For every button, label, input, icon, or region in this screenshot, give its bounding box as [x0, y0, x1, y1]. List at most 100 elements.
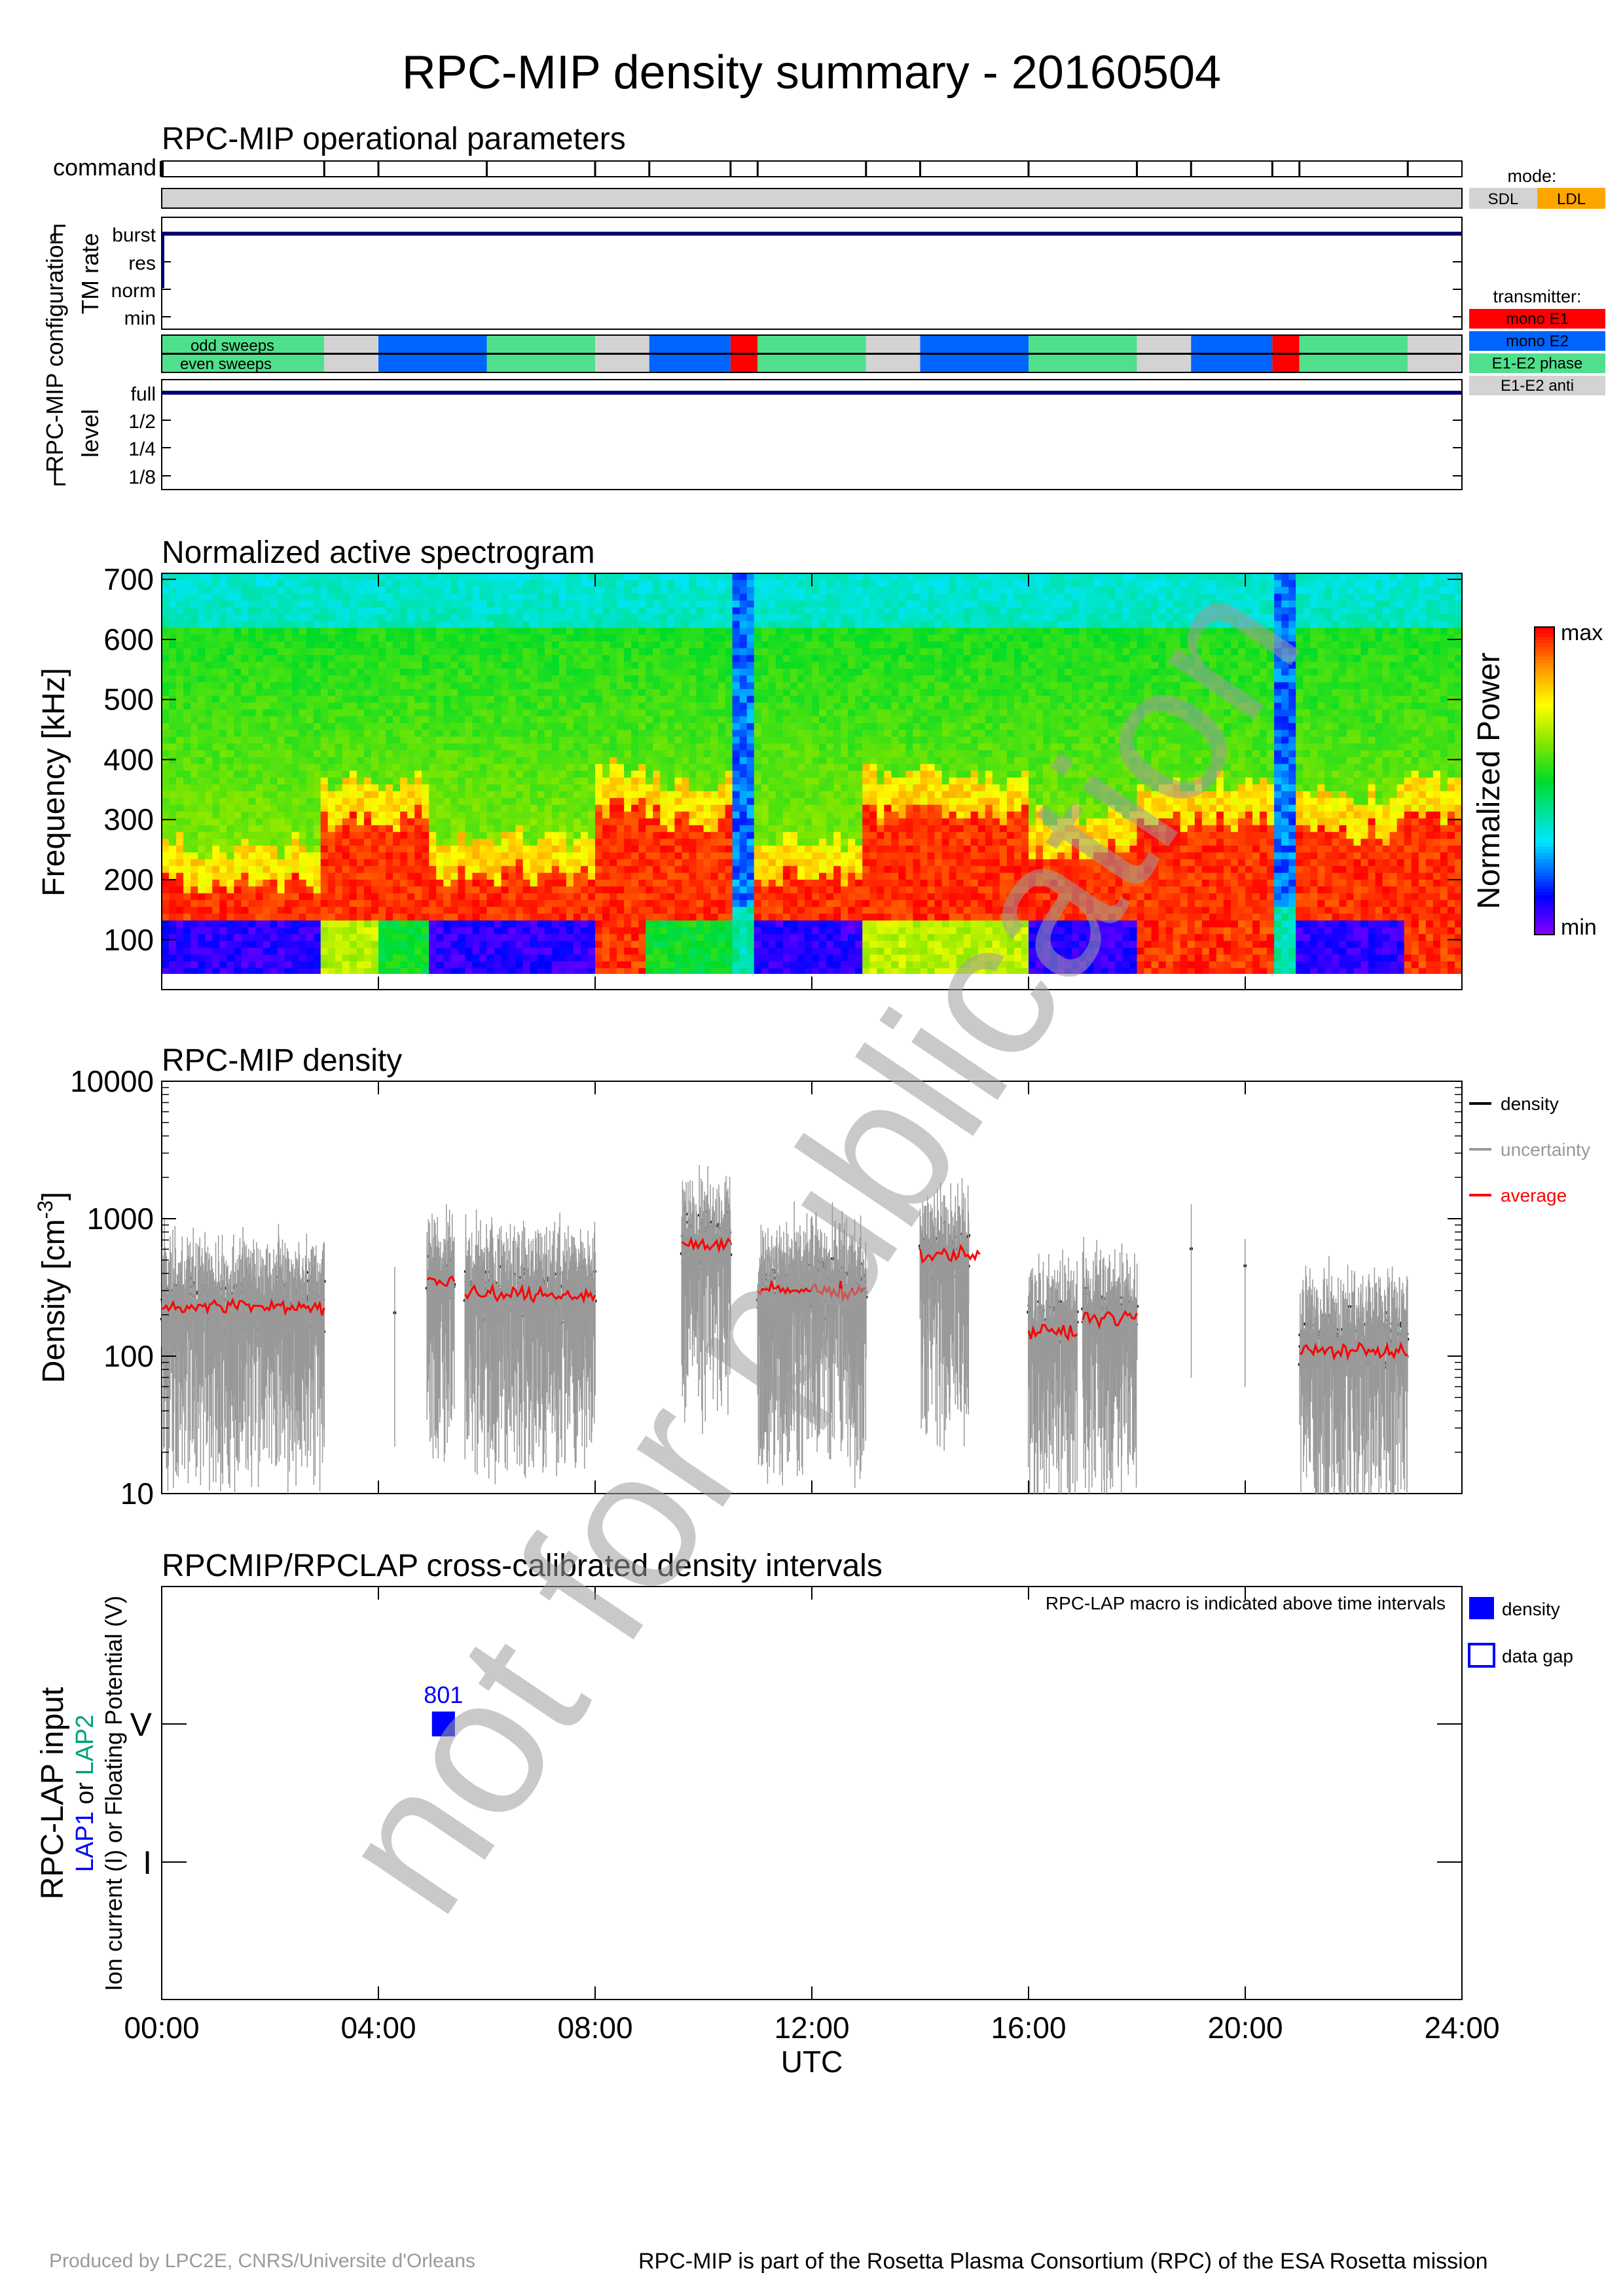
spectrogram-cell	[587, 846, 596, 853]
spectrogram-cell	[725, 648, 733, 656]
spectrogram-cell	[624, 784, 632, 792]
spectrogram-cell	[241, 954, 249, 962]
spectrogram-cell	[255, 716, 264, 724]
spectrogram-cell	[443, 655, 452, 662]
spectrogram-cell	[219, 662, 228, 670]
spectrogram-cell	[270, 906, 278, 914]
spectrogram-cell	[566, 770, 574, 778]
spectrogram-cell	[558, 778, 567, 785]
spectrogram-cell	[386, 920, 393, 928]
spectrogram-cell	[241, 641, 249, 649]
spectrogram-cell	[638, 927, 647, 935]
spectrogram-cell	[429, 750, 437, 758]
spectrogram-cell	[587, 607, 596, 615]
spectrogram-cell	[696, 941, 704, 948]
spectrogram-cell	[291, 655, 300, 662]
spectrogram-cell	[299, 668, 307, 676]
spectrogram-cell	[479, 934, 488, 942]
spectrogram-cell	[263, 730, 271, 738]
spectrogram-cell	[501, 798, 509, 806]
spectrogram-cell	[313, 866, 321, 874]
spectrogram-cell	[386, 818, 393, 826]
spectrogram-cell	[443, 784, 452, 792]
spectrogram-cell	[378, 941, 386, 948]
spectrogram-cell	[162, 961, 170, 969]
spectrogram-cell	[255, 838, 264, 846]
spectrogram-cell	[479, 620, 488, 628]
spectrogram-cell	[653, 934, 661, 942]
spectrogram-cell	[566, 607, 574, 615]
spectrogram-cell	[682, 716, 690, 724]
spectrogram-cell	[327, 736, 336, 744]
spectrogram-cell	[696, 750, 704, 758]
spectrogram-cell	[508, 927, 517, 935]
spectrogram-cell	[191, 941, 198, 948]
spectrogram-cell	[183, 934, 191, 942]
spectrogram-cell	[718, 648, 726, 656]
spectrogram-cell	[349, 832, 357, 840]
spectrogram-cell	[349, 668, 357, 676]
spectrogram-cell	[342, 628, 350, 636]
spectrogram-cell	[306, 662, 314, 670]
spectrogram-cell	[356, 620, 365, 628]
spectrogram-cell	[515, 716, 524, 724]
spectrogram-cell	[422, 893, 430, 901]
spectrogram-cell	[407, 696, 415, 704]
spectrogram-cell	[291, 675, 300, 683]
spectrogram-cell	[291, 906, 300, 914]
spectrogram-cell	[725, 954, 733, 962]
spectrogram-cell	[299, 852, 307, 860]
spectrogram-cell	[696, 723, 704, 730]
spectrogram-cell	[739, 723, 748, 730]
spectrogram-cell	[544, 655, 553, 662]
spectrogram-cell	[320, 804, 329, 812]
spectrogram-cell	[739, 906, 748, 914]
spectrogram-cell	[198, 968, 206, 976]
odd-sweeps-label: odd sweeps	[191, 337, 274, 355]
spectrogram-cell	[436, 961, 445, 969]
spectrogram-cell	[674, 948, 683, 956]
spectrogram-cell	[450, 675, 459, 683]
spectrogram-cell	[176, 934, 184, 942]
spectrogram-cell	[696, 682, 704, 690]
spectrogram-cell	[436, 648, 445, 656]
spectrogram-cell	[284, 832, 293, 840]
spectrogram-cell	[660, 778, 668, 785]
spectrogram-cell	[255, 744, 264, 751]
spectrogram-cell	[530, 798, 538, 806]
spectrogram-cell	[667, 628, 676, 636]
spectrogram-cell	[479, 838, 488, 846]
spectrogram-cell	[472, 934, 481, 942]
spectrogram-cell	[682, 784, 690, 792]
spectrogram-cell	[558, 920, 567, 928]
spectrogram-cell	[450, 825, 459, 833]
spectrogram-cell	[646, 866, 654, 874]
spectrogram-cell	[342, 716, 350, 724]
spectrogram-cell	[537, 689, 545, 696]
spectrogram-cell	[667, 866, 676, 874]
spectrogram-cell	[610, 846, 617, 853]
spectrogram-cell	[703, 872, 712, 880]
spectrogram-cell	[689, 668, 697, 676]
spectrogram-cell	[674, 927, 683, 935]
spectrogram-cell	[320, 927, 329, 935]
spectrogram-cell	[739, 648, 748, 656]
spectrogram-cell	[335, 804, 343, 812]
spectrogram-cell	[234, 927, 242, 935]
spectrogram-cell	[386, 689, 393, 696]
spectrogram-cell	[566, 620, 574, 628]
spectrogram-cell	[277, 914, 285, 922]
spectrogram-cell	[198, 573, 206, 581]
spectrogram-cell	[522, 784, 531, 792]
spectrogram-cell	[241, 920, 249, 928]
spectrogram-cell	[169, 573, 177, 581]
spectrogram-cell	[472, 696, 481, 704]
spectrogram-cell	[277, 682, 285, 690]
spectrogram-cell	[378, 846, 386, 853]
spectrogram-cell	[342, 662, 350, 670]
spectrogram-cell	[465, 906, 473, 914]
spectrogram-cell	[277, 900, 285, 908]
spectrogram-cell	[587, 914, 596, 922]
spectrogram-cell	[544, 812, 553, 819]
spectrogram-cell	[176, 580, 184, 588]
